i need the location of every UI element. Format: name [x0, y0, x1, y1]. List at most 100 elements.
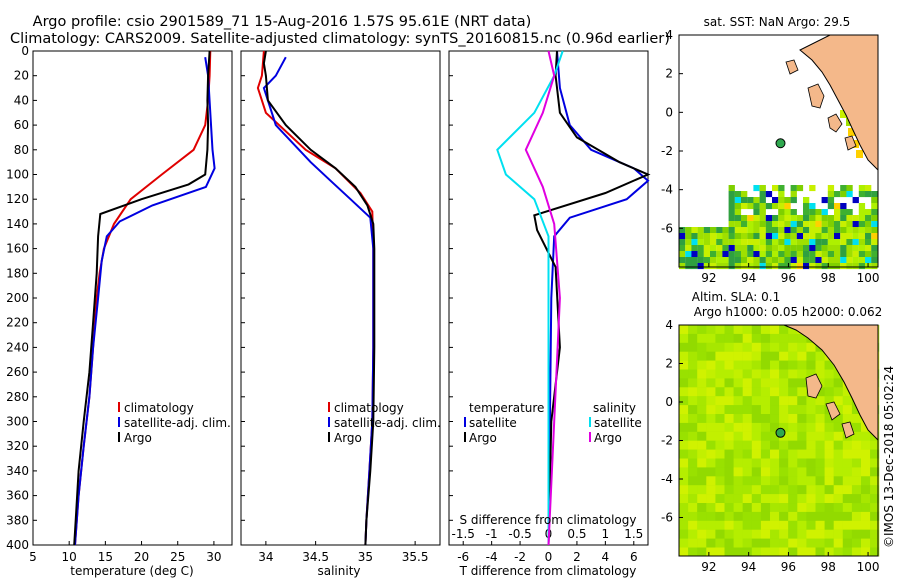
sst-cell — [685, 245, 692, 252]
sst-cell — [827, 251, 835, 258]
sla-cell — [733, 494, 743, 504]
sla-cell — [715, 414, 725, 423]
sst-cell — [803, 215, 810, 222]
sla-cell — [715, 458, 725, 468]
sla-cell — [751, 494, 761, 504]
sst-cell — [865, 191, 872, 198]
xtick-label: 34 — [258, 550, 273, 564]
sst-cell — [747, 227, 754, 234]
sst-cell — [753, 239, 760, 246]
sla-cell — [751, 325, 761, 334]
sla-cell — [697, 529, 707, 539]
sst-cell — [759, 245, 766, 252]
sla-cell — [679, 351, 689, 361]
sst-cell — [747, 263, 754, 270]
sst-cell — [722, 257, 729, 264]
sla-cell — [870, 494, 880, 504]
legend-t-argo: Argo — [469, 431, 497, 445]
sst-cell — [865, 227, 872, 234]
map-ytick-label: 4 — [665, 318, 673, 332]
sst-cell — [871, 191, 878, 198]
sst-cell — [703, 239, 711, 246]
sst-cell — [803, 245, 810, 252]
sst-cell — [790, 221, 797, 228]
sla-cell — [824, 387, 834, 397]
sla-cell — [679, 529, 689, 539]
sst-cell — [741, 203, 748, 210]
sla-cell — [851, 529, 862, 539]
sst-cell — [815, 233, 822, 240]
sst-cell — [728, 215, 735, 222]
sla-cell — [742, 342, 752, 352]
ytick-label: 80 — [14, 143, 29, 157]
legend-salinity: salinity — [593, 401, 636, 415]
sst-cell — [772, 185, 779, 192]
sst-cell — [840, 239, 847, 246]
sla-cell — [760, 414, 771, 423]
sst-cell — [803, 263, 810, 270]
sla-cell — [815, 529, 825, 539]
salinity-axes — [240, 50, 441, 546]
sla-cell — [815, 387, 825, 397]
sst-cell — [734, 245, 742, 252]
sla-cell — [824, 538, 834, 548]
sla-cell — [733, 449, 743, 459]
sla-cell — [724, 476, 734, 486]
sst-cell — [703, 233, 711, 240]
sla-cell — [797, 458, 807, 468]
salinity-xlabel: salinity — [317, 564, 360, 578]
sla-cell — [870, 520, 880, 530]
sst-cell — [679, 263, 686, 270]
sst-cell — [734, 191, 742, 198]
sst-cell — [865, 257, 872, 264]
sla-cell — [797, 387, 807, 397]
sst-cell — [685, 233, 692, 240]
sla-cell — [715, 396, 725, 406]
sla-cell — [779, 467, 789, 477]
sst-cell — [821, 209, 828, 216]
sla-cell — [688, 342, 698, 352]
sla-cell — [697, 414, 707, 423]
sla-cell — [770, 476, 780, 486]
sla-cell — [806, 547, 816, 557]
sla-cell — [742, 378, 752, 388]
map-xtick-label: 98 — [821, 560, 836, 574]
sla-cell — [870, 485, 880, 495]
sla-cell — [742, 351, 752, 361]
sla-cell — [815, 431, 825, 441]
sla-cell — [724, 431, 734, 441]
sst-cell — [772, 239, 779, 246]
sla-cell — [870, 458, 880, 468]
sst-cell — [679, 251, 686, 258]
sla-cell — [706, 414, 716, 423]
sla-cell — [706, 387, 716, 397]
sst-cell — [871, 221, 878, 228]
ytick-label: 220 — [6, 316, 29, 330]
sla-cell — [851, 422, 862, 432]
sla-cell — [733, 431, 743, 441]
sla-cell — [688, 511, 698, 521]
sla-cell — [770, 342, 780, 352]
sst-cell — [821, 215, 828, 222]
xtick-label: 25 — [170, 550, 185, 564]
sst-cell — [821, 239, 828, 246]
sst-cell — [697, 251, 704, 258]
sla-cell — [861, 529, 871, 539]
sla-cell — [861, 511, 871, 521]
sla-cell — [788, 378, 798, 388]
sla-cell — [861, 520, 871, 530]
sst-cell — [846, 215, 853, 222]
sla-cell — [697, 325, 707, 334]
sla-cell — [851, 414, 862, 423]
sla-cell — [688, 538, 698, 548]
sla-cell — [779, 547, 789, 557]
sla-cell — [788, 360, 798, 370]
sla-cell — [760, 387, 771, 397]
sst-cell — [697, 239, 704, 246]
sla-cell — [815, 414, 825, 423]
sla-cell — [715, 431, 725, 441]
sla-cell — [806, 511, 816, 521]
sst-cell — [784, 203, 791, 210]
sst-cell — [728, 191, 735, 198]
